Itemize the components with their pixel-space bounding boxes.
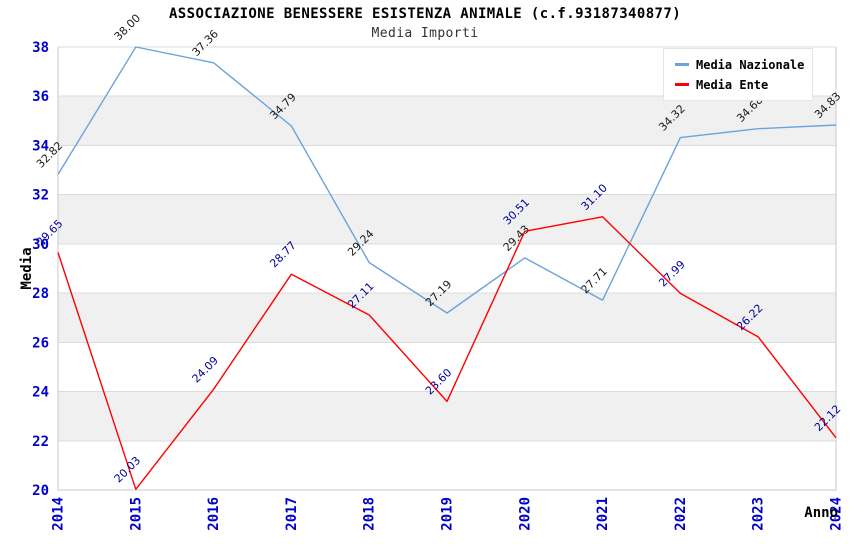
y-axis-tick-label: 32 xyxy=(32,188,49,204)
y-axis-tick-label: 22 xyxy=(32,434,49,450)
data-point-label: 27.71 xyxy=(579,265,610,296)
series-line-media-ente xyxy=(57,216,837,490)
legend-line-icon xyxy=(675,63,689,66)
x-axis-tick-label: 2024 xyxy=(829,497,845,531)
chart-legend: Media Nazionale Media Ente xyxy=(663,48,813,101)
x-axis-tick-label: 2019 xyxy=(440,497,456,531)
plot-band xyxy=(58,391,836,441)
x-axis-tick-label: 2016 xyxy=(206,497,222,531)
y-axis-tick-label: 30 xyxy=(32,237,49,253)
data-point-label: 38.00 xyxy=(112,12,143,43)
x-axis-tick-label: 2015 xyxy=(128,497,144,531)
x-axis-tick-label: 2023 xyxy=(751,497,767,531)
chart-subtitle: Media Importi xyxy=(371,26,479,41)
plot-band xyxy=(58,194,836,244)
y-axis-tick-label: 28 xyxy=(32,286,49,302)
x-axis-title: Anno xyxy=(804,505,838,521)
plot-border xyxy=(57,47,837,491)
y-axis-tick-label: 34 xyxy=(32,138,49,154)
chart-title: ASSOCIAZIONE BENESSERE ESISTENZA ANIMALE… xyxy=(168,6,682,22)
x-axis-tick-label: 2017 xyxy=(284,497,300,531)
y-axis-title: Media xyxy=(19,247,35,289)
x-axis-tick-label: 2018 xyxy=(362,497,378,531)
y-axis-tick-label: 24 xyxy=(32,385,49,401)
series-line-media-nazionale xyxy=(57,46,837,314)
legend-label: Media Ente xyxy=(696,77,769,92)
y-axis-tick-label: 38 xyxy=(32,40,49,56)
y-axis-tick-label: 20 xyxy=(32,483,49,499)
legend-label: Media Nazionale xyxy=(696,57,805,72)
y-axis-tick-label: 26 xyxy=(32,335,49,351)
x-axis-tick-label: 2014 xyxy=(51,497,67,531)
legend-line-icon xyxy=(675,83,689,86)
data-point-label: 37.36 xyxy=(190,27,221,58)
legend-row-media-nazionale: Media Nazionale xyxy=(675,58,812,72)
plot-band xyxy=(58,96,836,146)
y-axis-tick-label: 36 xyxy=(32,89,49,105)
x-axis-tick-label: 2020 xyxy=(517,497,533,531)
plot-band xyxy=(58,293,836,343)
x-axis-tick-label: 2022 xyxy=(673,497,689,531)
legend-row-media-ente: Media Ente xyxy=(675,78,812,92)
x-axis-tick-label: 2021 xyxy=(595,497,611,531)
data-point-label: 20.03 xyxy=(112,454,143,485)
data-point-label: 24.09 xyxy=(190,354,221,385)
